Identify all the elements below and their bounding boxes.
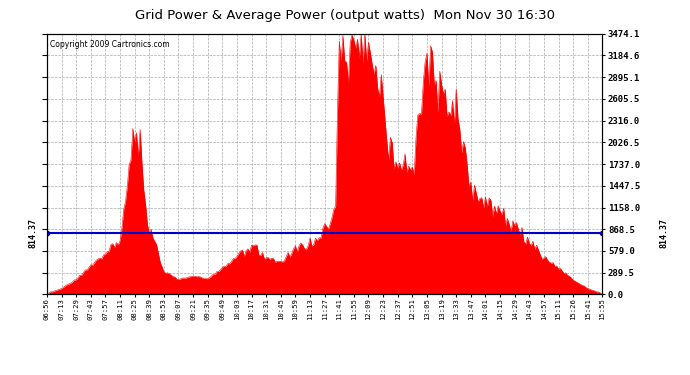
Text: 814.37: 814.37 — [28, 218, 38, 248]
Text: Copyright 2009 Cartronics.com: Copyright 2009 Cartronics.com — [50, 40, 169, 49]
Text: Grid Power & Average Power (output watts)  Mon Nov 30 16:30: Grid Power & Average Power (output watts… — [135, 9, 555, 22]
Text: 814.37: 814.37 — [659, 218, 669, 248]
